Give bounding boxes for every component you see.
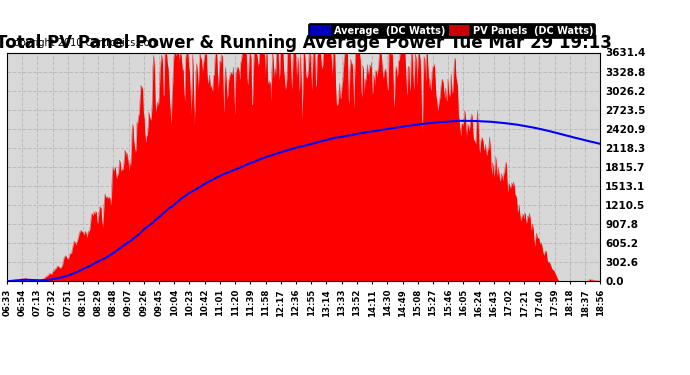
Legend: Average  (DC Watts), PV Panels  (DC Watts): Average (DC Watts), PV Panels (DC Watts)	[308, 23, 595, 38]
Text: Copyright 2010 Cartronics.com: Copyright 2010 Cartronics.com	[7, 38, 159, 48]
Title: Total PV Panel Power & Running Average Power Tue Mar 29 19:13: Total PV Panel Power & Running Average P…	[0, 34, 611, 53]
